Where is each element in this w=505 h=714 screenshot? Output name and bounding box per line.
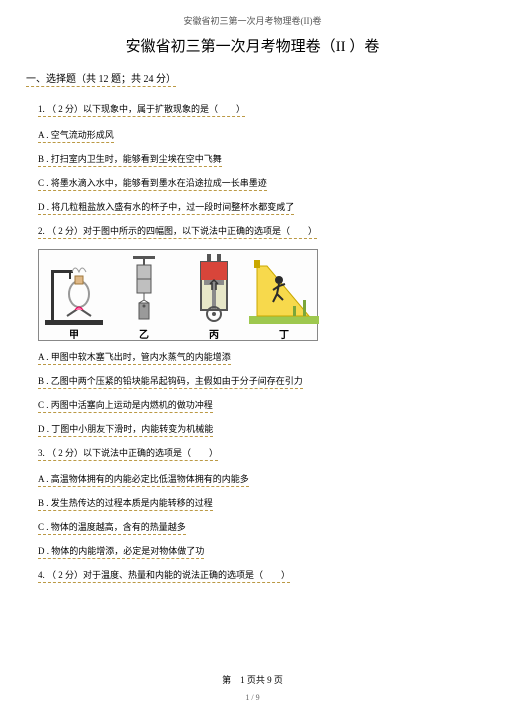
q2-opt-c: C . 丙图中活塞向上运动是内燃机的做功冲程 bbox=[38, 397, 213, 413]
running-header: 安徽省初三第一次月考物理卷(II)卷 bbox=[26, 14, 479, 27]
q1-stem: 1. （ 2 分）以下现象中，属于扩散现象的是（ ） bbox=[38, 101, 245, 117]
q1-opt-a: A . 空气流动形成风 bbox=[38, 127, 114, 143]
q2-stem: 2. （ 2 分）对于图中所示的四幅图，以下说法中正确的选项是（ ） bbox=[38, 223, 317, 239]
q3-opt-d: D . 物体的内能增添，必定是对物体做了功 bbox=[38, 543, 204, 559]
page-footer: 第 1 页共 9 页 bbox=[0, 673, 505, 686]
q3-opt-b: B . 发生热传达的过程本质是内能转移的过程 bbox=[38, 495, 213, 511]
q3-opt-c: C . 物体的温度越高，含有的热量越多 bbox=[38, 519, 186, 535]
fig-label-c: 丙 bbox=[179, 326, 249, 340]
q2-figure: 甲 乙 丙 丁 bbox=[38, 249, 318, 341]
q1-opt-c: C . 将墨水滴入水中，能够看到墨水在沿途拉成一长串墨迹 bbox=[38, 175, 267, 191]
fig-yi bbox=[109, 250, 179, 326]
q2-opt-a: A . 甲图中软木塞飞出时，管内水蒸气的内能增添 bbox=[38, 349, 231, 365]
fig-label-b: 乙 bbox=[109, 326, 179, 340]
fig-label-d: 丁 bbox=[249, 326, 319, 340]
q3-stem: 3. （ 2 分）以下说法中正确的选项是（ ） bbox=[38, 445, 218, 461]
fig-jia bbox=[39, 250, 109, 326]
fig-bing bbox=[179, 250, 249, 326]
page-title: 安徽省初三第一次月考物理卷（II ）卷 bbox=[26, 35, 479, 56]
q3-opt-a: A . 高温物体拥有的内能必定比低温物体拥有的内能多 bbox=[38, 471, 249, 487]
section-heading: 一、选择题（共 12 题；共 24 分） bbox=[26, 70, 176, 87]
q2-opt-d: D . 丁图中小朋友下滑时，内能转变为机械能 bbox=[38, 421, 213, 437]
q1-opt-d: D . 将几粒粗盐放入盛有水的杯子中，过一段时间整杯水都变咸了 bbox=[38, 199, 294, 215]
q2-opt-b: B . 乙图中两个压紧的铅块能吊起钩码，主假如由于分子间存在引力 bbox=[38, 373, 303, 389]
q4-stem: 4. （ 2 分）对于温度、热量和内能的说法正确的选项是（ ） bbox=[38, 567, 290, 583]
q1-opt-b: B . 打扫室内卫生时，能够看到尘埃在空中飞舞 bbox=[38, 151, 222, 167]
fig-label-a: 甲 bbox=[39, 326, 109, 340]
fig-ding bbox=[249, 250, 319, 326]
page-number: 1 / 9 bbox=[0, 693, 505, 702]
